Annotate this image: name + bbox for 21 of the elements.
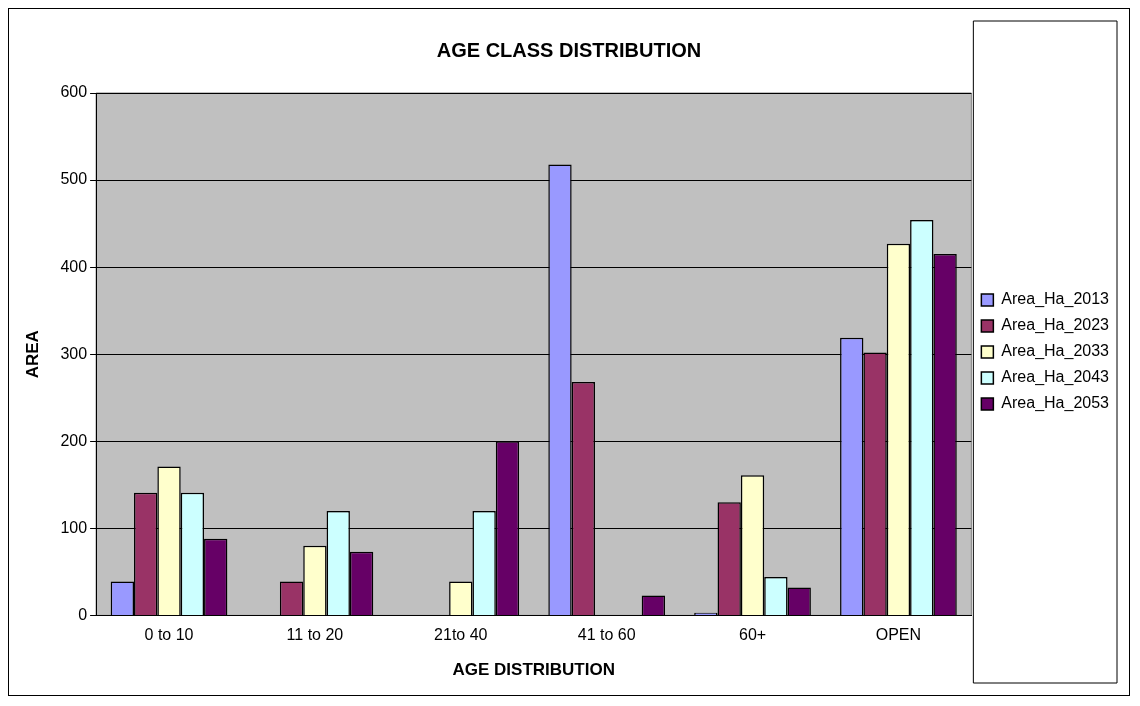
legend-label: Area_Ha_2023: [1001, 316, 1110, 335]
x-tick-label: 0 to 10: [144, 626, 194, 644]
x-axis-title: AGE DISTRIBUTION: [452, 660, 615, 680]
y-tick-label: 200: [60, 431, 88, 449]
y-tick-label: 0: [78, 605, 88, 623]
y-tick-label: 500: [60, 170, 88, 188]
x-tick-label: 41 to 60: [577, 626, 636, 644]
y-tick-label: 600: [60, 83, 88, 101]
x-tick-label: 60+: [738, 626, 767, 644]
y-tick-label: 100: [60, 518, 88, 536]
legend-label: Area_Ha_2053: [1001, 394, 1110, 413]
x-tick-label: 21to 40: [434, 626, 488, 644]
legend-label: Area_Ha_2033: [1001, 342, 1110, 361]
x-tick-label: 11 to 20: [286, 626, 344, 644]
y-tick-label: 400: [60, 257, 88, 275]
y-axis-title: AREA: [22, 330, 42, 379]
x-tick-label: OPEN: [875, 626, 922, 644]
legend-label: Area_Ha_2013: [1001, 290, 1110, 309]
chart-title: AGE CLASS DISTRIBUTION: [436, 38, 702, 61]
legend-label: Area_Ha_2043: [1001, 368, 1110, 387]
y-tick-label: 300: [60, 344, 88, 362]
